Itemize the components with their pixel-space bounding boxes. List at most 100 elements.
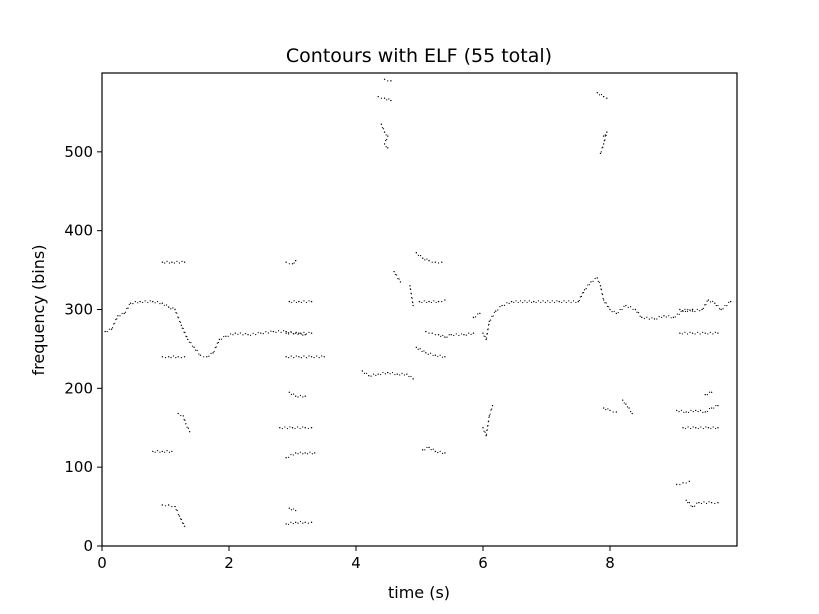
contour-point [684,427,687,430]
contour-point [382,371,384,374]
contour-point [699,333,701,335]
contour-point [419,255,422,257]
contour-point [715,304,717,307]
contour [285,451,316,459]
contour [288,391,306,398]
contour-point [423,300,425,302]
contour-point [444,336,446,338]
contour-point [600,93,603,96]
contour-point [173,262,175,264]
contour-point [287,456,290,458]
contour-point [484,431,486,433]
contour-point [427,353,429,355]
contour-point [178,320,181,323]
contour-point [361,370,364,372]
contour [285,259,297,265]
contour-point [708,407,711,410]
contour-point [653,318,656,320]
contour-point [421,301,423,304]
contour-point [183,525,186,527]
contour [685,499,719,508]
contour-point [495,310,497,312]
contour-point [147,301,149,304]
contour-point [558,300,560,303]
contour-point [602,95,605,98]
contour-point [285,332,287,334]
contour-point [702,411,704,413]
contour-point [185,335,187,337]
contour-point [468,332,470,334]
contour-point [321,355,323,357]
contour-point [686,310,689,312]
contour-point [375,374,377,376]
contour-point [485,434,487,437]
contour-point [526,301,528,304]
contour-point [159,451,161,453]
contour-point [632,308,634,310]
contour [161,355,186,359]
contour-point [602,299,605,301]
contour-point [699,409,702,411]
x-tick-label: 4 [351,554,361,572]
x-tick-label: 2 [224,554,234,572]
contour-point [488,320,491,323]
contour-point [166,450,168,452]
contour-point [292,454,294,456]
contour-point [665,316,667,318]
contour-point [299,451,302,453]
contour-point [687,308,689,311]
contour-point [724,304,726,307]
contour-point [625,403,627,405]
contour-point [154,451,156,453]
contour-point [712,333,714,335]
contour-point [380,97,382,99]
contour-point [437,355,439,358]
contour-point [596,92,598,94]
contour-point [310,300,313,303]
contour-point [115,318,117,321]
contour-point [428,446,430,449]
contour-point [299,332,302,334]
contour-point [697,331,699,333]
contour-point [277,330,280,332]
contour-point [318,357,320,359]
contour-point [530,301,533,304]
contour-point [299,394,302,397]
contour-point [424,449,426,451]
contour-point [175,509,177,511]
contour-point [290,331,292,333]
contour-point [183,356,186,358]
contour-point [691,308,694,311]
contour-point [290,393,293,395]
contour-point [161,302,164,304]
contour-point [712,300,714,302]
contour-point [396,274,398,276]
contour-point [615,411,618,413]
contour-point [389,373,391,375]
contour-point [303,355,305,357]
contour-point [503,304,506,306]
contour-point [128,303,130,306]
contour-point [292,508,295,510]
contour-point [186,336,188,338]
contour-point [179,321,182,323]
contour-point [108,328,111,330]
chart-title: Contours with ELF (55 total) [286,45,552,67]
contour-point [623,402,625,404]
contour [602,407,618,413]
contour-point [587,284,589,286]
y-tick-label: 400 [64,222,93,240]
contour-point [171,450,173,453]
contour-point [385,134,387,136]
x-tick-label: 0 [97,554,107,572]
contour-point [684,310,687,313]
contour [675,480,691,486]
contour-point [726,304,728,307]
contour-point [714,502,716,505]
contour-point [383,78,386,81]
contour-point [152,300,154,303]
contour-point [285,457,287,459]
contour-point [415,252,418,254]
contour-point [303,300,305,302]
contour-point [441,261,443,263]
